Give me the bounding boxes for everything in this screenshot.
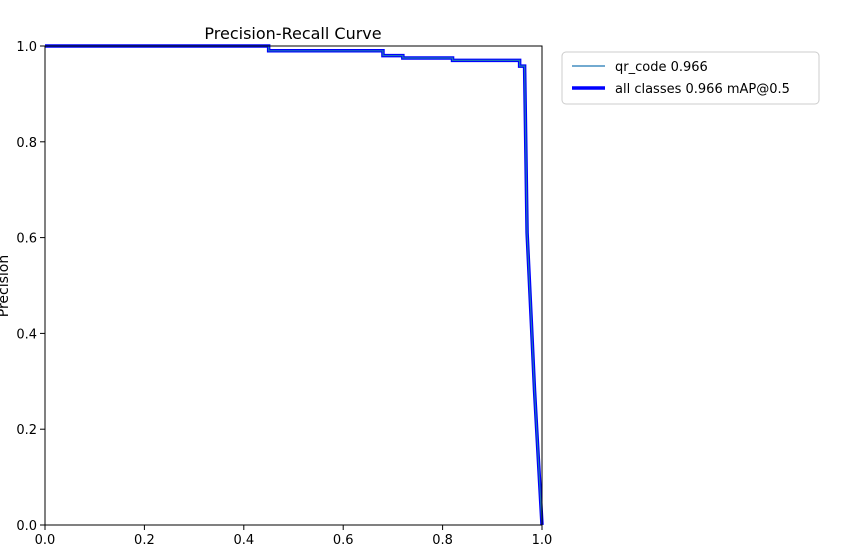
y-tick-label: 1.0 <box>16 40 37 55</box>
y-tick-label: 0.4 <box>16 327 37 342</box>
legend-label-1: qr_code 0.966 <box>615 60 708 75</box>
y-tick-label: 0.2 <box>16 423 37 438</box>
x-tick-label: 0.0 <box>35 533 56 548</box>
series-layer <box>45 44 544 526</box>
series-line-1 <box>45 45 543 526</box>
y-axis-label: Precision <box>0 255 12 317</box>
x-tick-label: 0.4 <box>233 533 254 548</box>
x-tick-label: 0.8 <box>432 533 453 548</box>
x-tick-label: 1.0 <box>532 533 553 548</box>
x-tick-label: 0.2 <box>134 533 155 548</box>
chart-title: Precision-Recall Curve <box>204 24 381 43</box>
x-tick-label: 0.6 <box>333 533 354 548</box>
plot-area-frame <box>44 45 543 526</box>
legend-label-2: all classes 0.966 mAP@0.5 <box>615 82 790 97</box>
y-tick-label: 0.8 <box>16 136 37 151</box>
series-line-2 <box>45 44 544 526</box>
legend: qr_code 0.966 all classes 0.966 mAP@0.5 <box>561 51 820 105</box>
ticks-layer: 0.0 0.2 0.4 0.6 0.8 1.0 0.0 0.2 0.4 0.6 0.8 1.0 <box>16 40 552 548</box>
y-tick-label: 0.6 <box>16 232 37 247</box>
legend-box <box>561 51 820 105</box>
y-tick-label: 0.0 <box>16 519 37 534</box>
